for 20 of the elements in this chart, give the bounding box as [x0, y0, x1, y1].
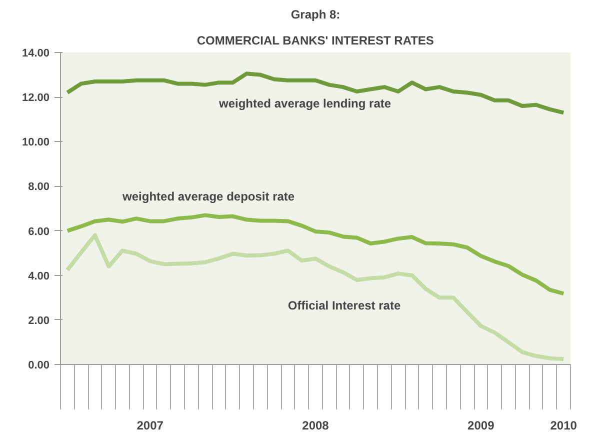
line-series — [65, 233, 566, 362]
chart-title: Graph 8: — [290, 8, 340, 22]
x-tick-label: 2008 — [302, 418, 330, 432]
x-tick-label: 2007 — [136, 418, 164, 432]
text: Official Interest rate — [288, 298, 401, 313]
y-tick-label: 10.00 — [22, 136, 50, 149]
y-tick-label: 6.00 — [28, 226, 50, 238]
x-tick-label: 2010 — [550, 418, 578, 432]
series-label: weighted average lending rate — [218, 96, 392, 111]
y-tick-label: 0.00 — [28, 360, 50, 372]
series-label: weighted average deposit rate — [122, 190, 295, 204]
y-tick-label: 12.00 — [22, 92, 50, 104]
chart-subtitle: COMMERCIAL BANKS' INTEREST RATES — [196, 34, 434, 48]
y-tick-label: 4.00 — [28, 270, 50, 282]
y-tick-label: 14.00 — [22, 48, 50, 60]
y-tick-label: 2.00 — [28, 314, 50, 327]
y-tick-label: 8.00 — [28, 181, 50, 194]
x-tick-label: 2009 — [468, 418, 495, 432]
line-series — [65, 213, 566, 296]
line-series — [65, 72, 566, 115]
